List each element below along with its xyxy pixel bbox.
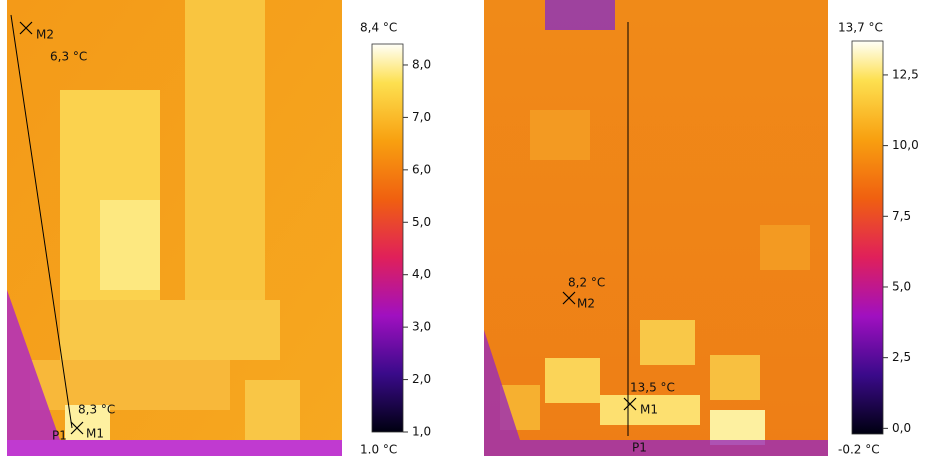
scale-tick-label: 7,0: [412, 110, 431, 124]
scale-min-label: -0.2 °C: [838, 443, 880, 457]
marker-label: M1: [640, 403, 658, 417]
scale-tick-label: 8,0: [412, 57, 431, 71]
marker-temperature: 13,5 °C: [630, 381, 675, 395]
marker-label: M2: [577, 297, 595, 311]
marker-label: M1: [86, 427, 104, 441]
marker-temperature: 6,3 °C: [50, 50, 87, 64]
profile-label: P1: [632, 441, 647, 455]
scale-tick-label: 0,0: [892, 421, 911, 435]
scale-tick-label: 12,5: [892, 67, 919, 81]
color-scale-bar: [372, 44, 403, 432]
marker-temperature: 8,3 °C: [78, 403, 115, 417]
profile-label: P1: [52, 429, 67, 443]
scale-max-label: 13,7 °C: [838, 21, 883, 35]
thermal-view: M2 6,3 °C M1 8,3 °C P1 M2 8,2 °C M1 13,5…: [0, 0, 940, 456]
scale-tick-label: 1,0: [412, 425, 431, 439]
scale-max-label: 8,4 °C: [360, 21, 397, 35]
color-scale-bar: [852, 41, 883, 434]
scale-tick-label: 5,0: [892, 279, 911, 293]
scale-tick-label: 7,5: [892, 209, 911, 223]
marker-label: M2: [36, 28, 54, 42]
scale-tick-label: 4,0: [412, 267, 431, 281]
scale-tick-label: 3,0: [412, 320, 431, 334]
scale-tick-label: 2,0: [412, 372, 431, 386]
scale-tick-label: 5,0: [412, 215, 431, 229]
marker-temperature: 8,2 °C: [568, 276, 605, 290]
scale-min-label: 1.0 °C: [360, 443, 397, 457]
scale-tick-label: 2,5: [892, 350, 911, 364]
thermal-image-left: [7, 0, 342, 456]
scale-tick-label: 10,0: [892, 138, 919, 152]
scale-tick-label: 6,0: [412, 162, 431, 176]
